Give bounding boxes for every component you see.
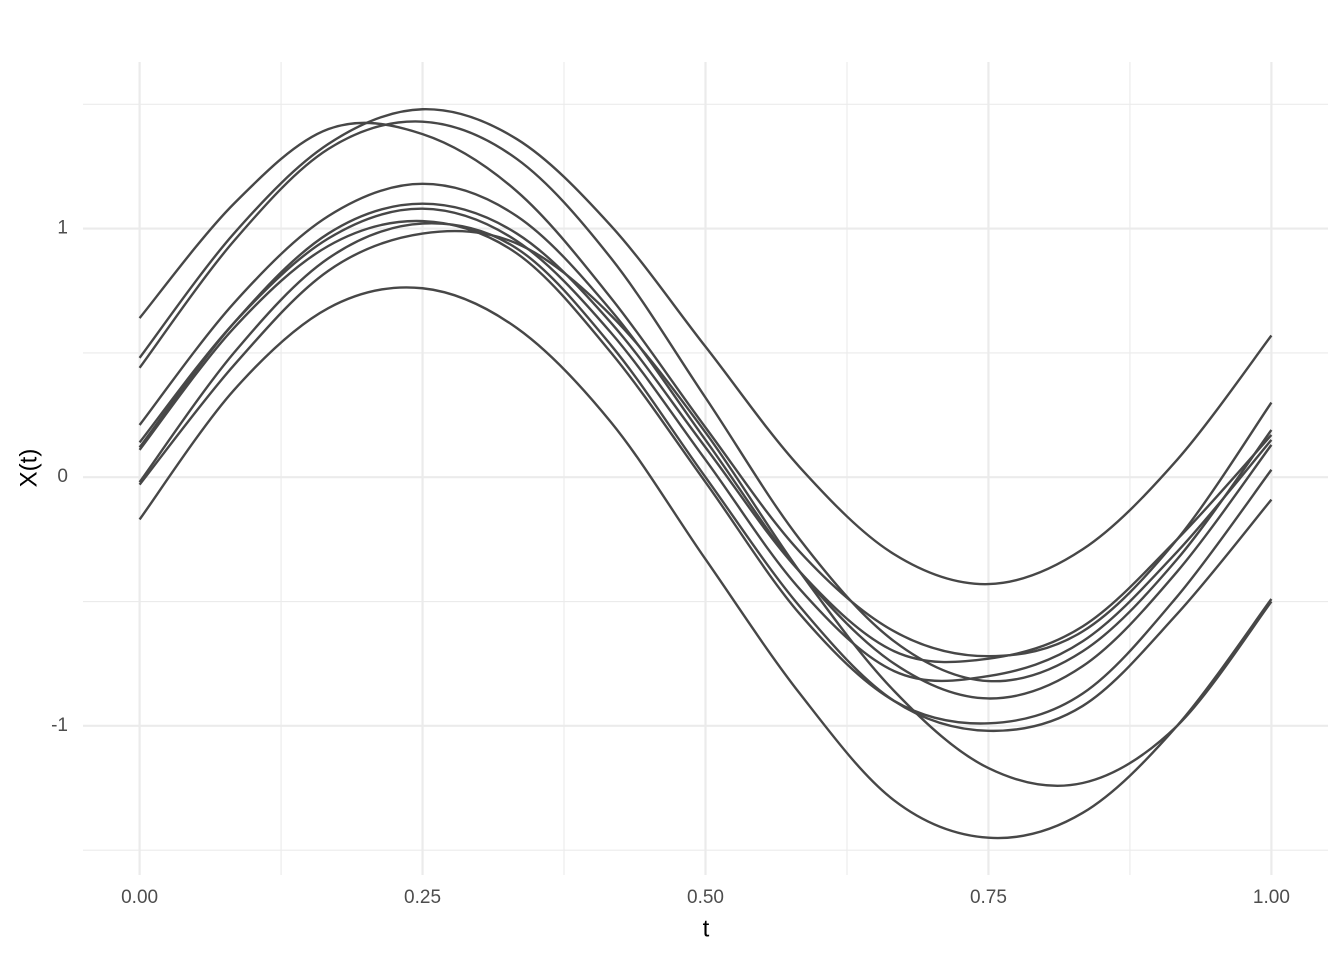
series-line [138,120,1273,683]
series-line [138,108,1273,586]
x-tick-label: 0.50 [687,887,724,908]
series-line [138,229,1273,787]
y-tick-label: 1 [57,218,68,239]
x-tick-label: 0.25 [404,887,441,908]
series-line [138,222,1273,733]
grid [83,62,1328,875]
series-line [138,286,1273,840]
x-tick-label: 0.00 [121,887,158,908]
series-line [138,219,1273,725]
series-line [138,182,1273,700]
series-line [138,202,1273,664]
x-axis-title: t [703,915,710,942]
series-line [138,121,1273,658]
x-tick-label: 1.00 [1253,887,1290,908]
y-tick-label: 0 [57,466,68,487]
x-tick-label: 0.75 [970,887,1007,908]
lines [138,108,1273,840]
y-axis-title: X(t) [15,449,42,488]
series-line [138,207,1273,683]
y-tick-label: -1 [51,715,68,736]
